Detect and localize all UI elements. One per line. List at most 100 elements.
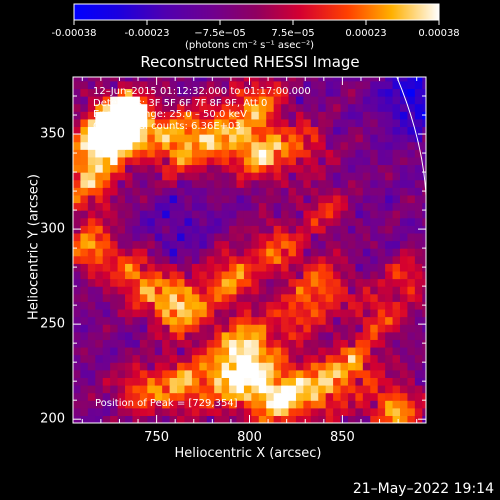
heatmap-cell-1647 (184, 156, 193, 166)
heatmap-cell-1276 (281, 217, 290, 226)
heatmap-cell-1870 (414, 126, 423, 135)
heatmap-cell-1168 (191, 232, 200, 242)
heatmap-cell-1688 (132, 149, 141, 158)
heatmap-cell-37 (347, 415, 356, 423)
heatmap-cell-1588 (102, 164, 111, 173)
heatmap-cell-769 (80, 293, 89, 302)
heatmap-cell-776 (132, 293, 141, 302)
heatmap-cell-682 (147, 308, 156, 318)
heatmap-cell-415 (303, 354, 312, 363)
heatmap-cell-591 (184, 324, 193, 333)
heatmap-cell-1073 (199, 248, 208, 257)
heatmap-cell-275 (333, 377, 342, 386)
heatmap-cell-751 (303, 301, 312, 310)
heatmap-cell-2043 (273, 96, 282, 105)
heatmap-cell-1103 (422, 248, 426, 257)
heatmap-cell-40 (370, 415, 379, 423)
heatmap-cell-1257 (139, 217, 148, 226)
heatmap-cell-812 (399, 293, 409, 302)
heatmap-cell-1415 (243, 194, 252, 204)
heatmap-cell-1309 (169, 210, 178, 219)
heatmap-cell-28 (281, 415, 290, 423)
heatmap-cell-582 (117, 324, 126, 333)
heatmap-cell-1087 (303, 248, 312, 257)
heatmap-cell-796 (281, 293, 290, 302)
heatmap-cell-817 (80, 286, 89, 295)
colorbar-tick-label-0: -0.00038 (51, 28, 97, 39)
heatmap-cell-2010 (385, 103, 394, 112)
heatmap-cell-533 (110, 331, 119, 340)
heatmap-cell-1463 (243, 187, 252, 196)
heatmap-cell-2124 (162, 80, 171, 90)
heatmap-cell-1562 (266, 172, 275, 181)
heatmap-cell-546 (206, 331, 215, 340)
heatmap-cell-1393 (80, 194, 89, 204)
heatmap-cell-1224 (251, 225, 260, 234)
heatmap-cell-2007 (362, 103, 371, 112)
heatmap-cell-1041 (318, 255, 327, 264)
heatmap-cell-408 (251, 354, 260, 363)
heatmap-cell-1698 (206, 149, 215, 158)
heatmap-cell-2160 (73, 77, 82, 82)
heatmap-cell-475 (392, 346, 401, 356)
heatmap-cell-1216 (191, 225, 200, 234)
heatmap-cell-1043 (333, 255, 342, 264)
heatmap-cell-465 (318, 346, 327, 356)
heatmap-cell-105 (139, 400, 148, 409)
heatmap-cell-1034 (266, 255, 275, 264)
heatmap-cell-1638 (117, 156, 126, 166)
heatmap-cell-880 (191, 278, 200, 287)
heatmap-cell-1658 (266, 156, 275, 166)
heatmap-cell-1639 (125, 156, 134, 166)
heatmap-cell-1961 (377, 111, 386, 120)
heatmap-cell-766 (414, 301, 423, 310)
heatmap-cell-2037 (229, 96, 238, 105)
heatmap-cell-1971 (95, 103, 104, 112)
heatmap-cell-1414 (236, 194, 245, 204)
heatmap-cell-1630 (414, 164, 423, 173)
heatmap-cell-1533 (407, 179, 416, 188)
heatmap-cell-771 (95, 293, 104, 302)
heatmap-cell-859 (392, 286, 401, 295)
heatmap-cell-596 (221, 324, 230, 333)
heatmap-cell-954 (385, 270, 394, 280)
heatmap-cell-664 (370, 316, 379, 325)
heatmap-cell-1294 (414, 217, 423, 226)
heatmap-cell-1922 (87, 111, 96, 120)
heatmap-cell-683 (154, 308, 163, 318)
heatmap-cell-1262 (177, 217, 186, 226)
heatmap-cell-2174 (177, 77, 186, 82)
heatmap-cell-1827 (95, 126, 104, 135)
heatmap-cell-1258 (147, 217, 156, 226)
heatmap-cell-23 (243, 415, 252, 423)
heatmap-cell-700 (281, 308, 290, 318)
heatmap-cell-2061 (407, 96, 416, 105)
heatmap-cell-670 (414, 316, 423, 325)
heatmap-cell-70 (236, 407, 245, 416)
heatmap-cell-956 (399, 270, 409, 280)
heatmap-cell-1032 (251, 255, 260, 264)
heatmap-cell-244 (102, 377, 111, 386)
heatmap-cell-873 (139, 278, 148, 287)
heatmap-cell-1826 (87, 126, 96, 135)
heatmap-cell-1782 (117, 134, 126, 143)
heatmap-cell-2050 (325, 96, 334, 105)
heatmap-cell-498 (206, 339, 215, 348)
heatmap-cell-1619 (333, 164, 342, 173)
heatmap-cell-1173 (229, 232, 238, 242)
heatmap-cell-467 (333, 346, 342, 356)
heatmap-cell-999 (362, 263, 371, 272)
heatmap-cell-49 (80, 407, 89, 416)
heatmap-cell-877 (169, 278, 178, 287)
heatmap-cell-479 (422, 346, 426, 356)
heatmap-cell-1158 (117, 232, 126, 242)
heatmap-cell-1365 (229, 202, 238, 211)
heatmap-cell-1012 (102, 255, 111, 264)
heatmap-cell-904 (370, 278, 379, 287)
heatmap-cell-1090 (325, 248, 334, 257)
heatmap-cell-31 (303, 415, 312, 423)
heatmap-cell-948 (340, 270, 349, 280)
heatmap-cell-1023 (184, 255, 193, 264)
heatmap-cell-187 (392, 392, 401, 401)
heatmap-cell-1538 (87, 172, 96, 181)
